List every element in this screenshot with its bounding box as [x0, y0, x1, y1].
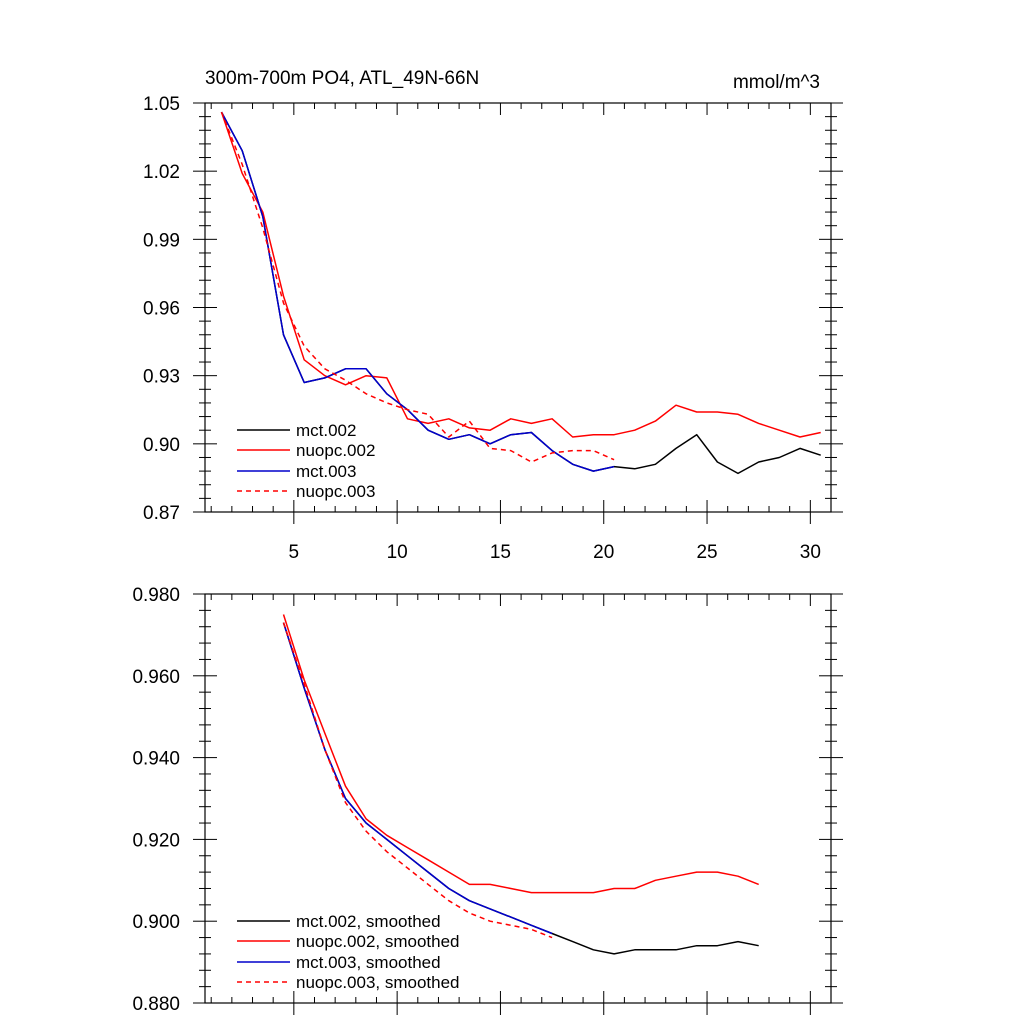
y-axis-tick-labels: 0.87 0.90 0.93 0.96 0.99 1.02 1.05: [143, 94, 180, 524]
series-line-2: [220, 111, 821, 438]
legend-entry: mct.002, smoothed: [237, 912, 441, 931]
series-line-3: [220, 111, 615, 472]
bottom-panel: 0.880 0.900 0.920 0.940 0.960 0.980 mct.002, …: [132, 585, 843, 1015]
plot-frame: [204, 102, 832, 513]
legend-label: mct.003, smoothed: [296, 953, 441, 972]
y-tick-label: 0.940: [132, 749, 180, 770]
legend: mct.002 nuopc.002 mct.003 nuopc.003: [237, 421, 375, 501]
legend-entry: mct.003, smoothed: [237, 953, 441, 972]
x-tick-label: 15: [490, 542, 511, 563]
legend-label: nuopc.003: [296, 482, 375, 501]
legend-entry: mct.002: [237, 421, 356, 440]
y-tick-label: 0.93: [143, 367, 180, 388]
y-tick-label: 0.900: [132, 912, 180, 933]
legend: mct.002, smoothed nuopc.002, smoothed mc…: [237, 912, 460, 992]
units-label: mmol/m^3: [733, 72, 820, 93]
plot-frame: [204, 593, 832, 1004]
legend-entry: nuopc.002, smoothed: [237, 932, 460, 951]
x-tick-label: 20: [593, 542, 614, 563]
series-line-1: [220, 111, 821, 475]
legend-entry: nuopc.003, smoothed: [237, 973, 460, 992]
series-line-3: [282, 622, 553, 935]
legend-label: mct.003: [296, 462, 356, 481]
y-tick-label: 0.90: [143, 435, 180, 456]
y-tick-label: 0.980: [132, 585, 180, 606]
legend-label: nuopc.002, smoothed: [296, 932, 460, 951]
series-line-4: [282, 622, 553, 939]
legend-entry: mct.003: [237, 462, 356, 481]
y-tick-label: 0.99: [143, 230, 180, 251]
axis-ticks: [193, 593, 843, 1015]
y-axis-tick-labels: 0.880 0.900 0.920 0.940 0.960 0.980: [132, 585, 180, 1015]
y-tick-label: 0.920: [132, 830, 180, 851]
series-line-1: [282, 622, 759, 955]
x-tick-label: 5: [289, 542, 300, 563]
x-axis-tick-labels: 5 10 15 20 25 30: [289, 542, 821, 563]
legend-label: mct.002, smoothed: [296, 912, 441, 931]
x-tick-label: 30: [800, 542, 821, 563]
axis-ticks: [193, 102, 843, 524]
y-tick-label: 1.02: [143, 162, 180, 183]
legend-label: mct.002: [296, 421, 356, 440]
y-tick-label: 0.96: [143, 299, 180, 320]
y-tick-label: 0.880: [132, 994, 180, 1015]
series-lines: [220, 111, 821, 475]
legend-entry: nuopc.002: [237, 441, 375, 460]
series-lines: [282, 614, 759, 955]
chart-title: 300m-700m PO4, ATL_49N-66N: [205, 68, 479, 89]
x-tick-label: 10: [387, 542, 408, 563]
top-panel: 300m-700m PO4, ATL_49N-66N mmol/m^3 0.87…: [143, 68, 843, 563]
legend-label: nuopc.002: [296, 441, 375, 460]
y-tick-label: 0.87: [143, 503, 180, 524]
y-tick-label: 1.05: [143, 94, 180, 115]
series-line-4: [220, 111, 615, 463]
y-tick-label: 0.960: [132, 667, 180, 688]
legend-entry: nuopc.003: [237, 482, 375, 501]
x-tick-label: 25: [696, 542, 717, 563]
series-line-2: [282, 614, 759, 894]
legend-label: nuopc.003, smoothed: [296, 973, 460, 992]
